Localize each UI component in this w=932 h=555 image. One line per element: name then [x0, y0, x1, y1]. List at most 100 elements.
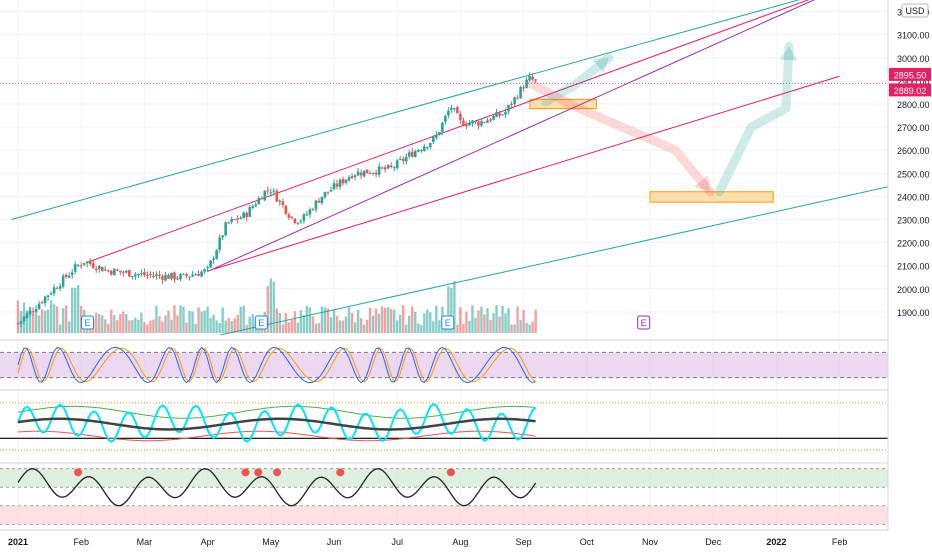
price-tick-label: 2400.00 [897, 192, 930, 202]
volume-bar [116, 320, 119, 333]
time-axis[interactable]: 2021 Feb Mar Apr May Jun Jul Aug Sep Oct Nov Dec 202… [0, 531, 932, 550]
price-tick-label: 2000.00 [897, 285, 930, 295]
candle-body [419, 149, 423, 151]
stoch-band [0, 352, 888, 378]
candle-body [425, 146, 429, 148]
candle-body [422, 146, 426, 151]
volume-bar [474, 317, 477, 333]
candle-body [326, 191, 330, 193]
candle-body [88, 260, 92, 264]
price-axis[interactable]: 1900.00 2000.00 2100.00 2200.00 2300.00 2400.… [887, 0, 932, 550]
volume-bar [377, 313, 381, 333]
time-tick-label: Apr [201, 537, 215, 547]
volume-bar [206, 306, 209, 333]
candle-body [263, 190, 267, 201]
candle-body [164, 274, 167, 281]
volume-bar [350, 312, 354, 333]
candle-body [58, 286, 62, 289]
volume-bar [239, 306, 242, 333]
volume-bar [414, 311, 417, 333]
candle-body [113, 268, 116, 276]
volume-bar [227, 317, 230, 333]
price-tick-label: 2600.00 [897, 146, 930, 156]
rsi-mid-line [17, 417, 536, 431]
volume-bar [435, 305, 438, 333]
candle-body [459, 113, 462, 121]
volume-bar [251, 314, 254, 333]
volume-bar [417, 323, 420, 333]
volume-bar [16, 300, 20, 333]
volume-bar [49, 300, 53, 333]
candle-body [465, 125, 468, 127]
time-tick-label: Nov [642, 537, 659, 547]
candle-body [386, 165, 390, 169]
volume-bar [191, 311, 194, 333]
earnings-label: E [445, 318, 451, 328]
earnings-marker[interactable]: E [637, 315, 651, 330]
volume-bar [119, 314, 122, 333]
volume-bar [362, 324, 366, 333]
volume-bar [230, 321, 233, 333]
volume-bar [113, 315, 116, 333]
candle-body [290, 216, 294, 218]
candle-body [453, 108, 456, 110]
volume-bar [353, 322, 357, 333]
volume-bar [61, 308, 65, 333]
volume-bar [134, 317, 137, 333]
candle-body [173, 272, 176, 280]
volume-bar [43, 310, 47, 333]
currency-badge [901, 3, 929, 18]
earnings-marker[interactable]: E [254, 315, 268, 330]
volume-bar [402, 305, 405, 333]
price-badge-label: 2895.50 [894, 70, 927, 80]
candle-body [275, 191, 279, 202]
volume-bar [432, 321, 435, 333]
candle-body [19, 320, 23, 324]
time-tick-label: Jun [327, 537, 342, 547]
price-tick-label: 2300.00 [897, 215, 930, 225]
time-axis-bg [0, 531, 932, 550]
trend-line [213, 75, 840, 270]
volume-bar [411, 306, 414, 333]
earnings-label: E [258, 318, 264, 328]
candle-body [91, 263, 95, 268]
earnings-marker[interactable]: E [81, 315, 95, 330]
volume-bar [368, 307, 372, 333]
candle-body [359, 172, 363, 176]
volume-bar [365, 319, 369, 333]
time-tick-label: Jul [391, 537, 403, 547]
volume-bar [158, 316, 161, 333]
volume-bar [465, 311, 468, 333]
candle-body [206, 267, 209, 269]
volume-bar [155, 305, 158, 333]
candle-body [510, 104, 513, 106]
volume-bar [281, 324, 285, 333]
volume-bar [314, 323, 318, 333]
candle-body [305, 214, 309, 216]
rsi-fast-line [17, 402, 537, 444]
volume-bar [107, 324, 110, 333]
earnings-badge [637, 315, 651, 330]
candle-body [374, 172, 378, 175]
volume-bar [161, 321, 164, 333]
volume-bar [152, 319, 155, 333]
volume-bar [423, 313, 426, 333]
candle-body [161, 276, 164, 280]
candle-body [332, 183, 336, 190]
volume-bar [58, 324, 62, 333]
earnings-marker[interactable]: E [441, 315, 455, 330]
volume-bar [510, 324, 513, 333]
price-tick-label: 2900.00 [897, 77, 930, 87]
volume-bar [209, 318, 212, 333]
candle-body [266, 190, 270, 192]
candle-body [119, 270, 122, 273]
candle-body [106, 270, 110, 272]
stoch-k-line [17, 346, 536, 384]
volume-bar [519, 320, 522, 333]
volume-bar [28, 306, 32, 333]
volume-bar [140, 312, 143, 333]
volume-bar [371, 315, 375, 333]
volume-bar [320, 306, 324, 333]
